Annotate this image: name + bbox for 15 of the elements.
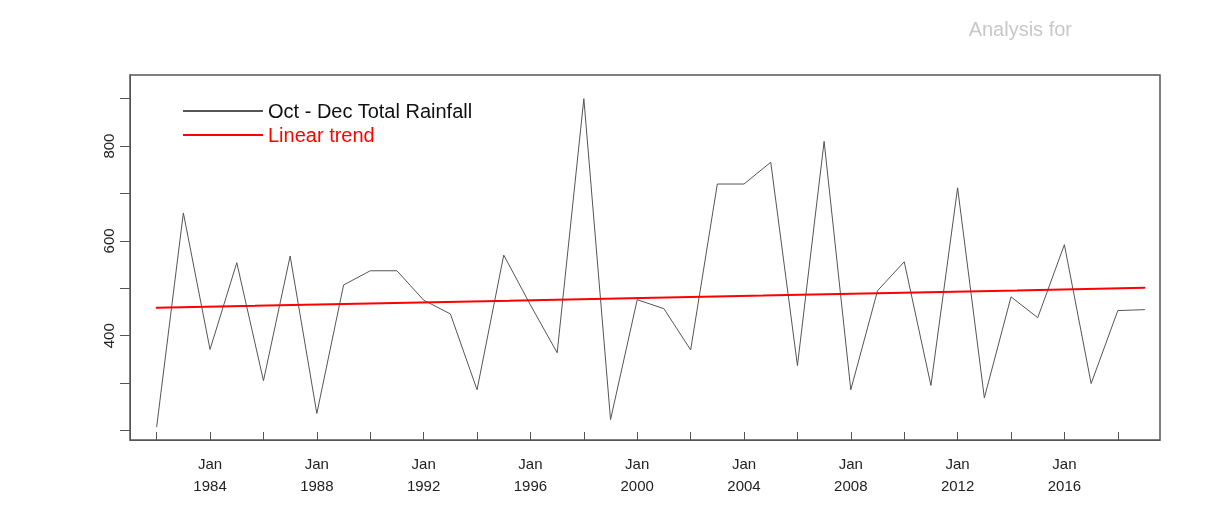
x-tick-label: Jan 2000: [620, 454, 654, 494]
x-tick-label: Jan 2016: [1047, 454, 1082, 494]
x-tick-label: Jan 2004: [727, 454, 761, 494]
y-tick-label: 400: [100, 323, 117, 349]
legend-label: Linear trend: [268, 124, 375, 146]
x-tick-label: Jan 1988: [300, 454, 334, 494]
y-tick-label: 800: [100, 133, 117, 159]
x-tick-label: Jan 1984: [193, 454, 227, 494]
y-tick-label: 600: [100, 228, 117, 254]
line-series: [156, 98, 1145, 428]
x-tick-label: Jan 1992: [406, 454, 441, 494]
x-tick-label: Jan 1996: [513, 454, 548, 494]
x-tick-label: Jan 2012: [940, 454, 975, 494]
legend-label: Oct - Dec Total Rainfall: [268, 100, 473, 122]
x-tick-label: Jan 2008: [834, 454, 868, 494]
